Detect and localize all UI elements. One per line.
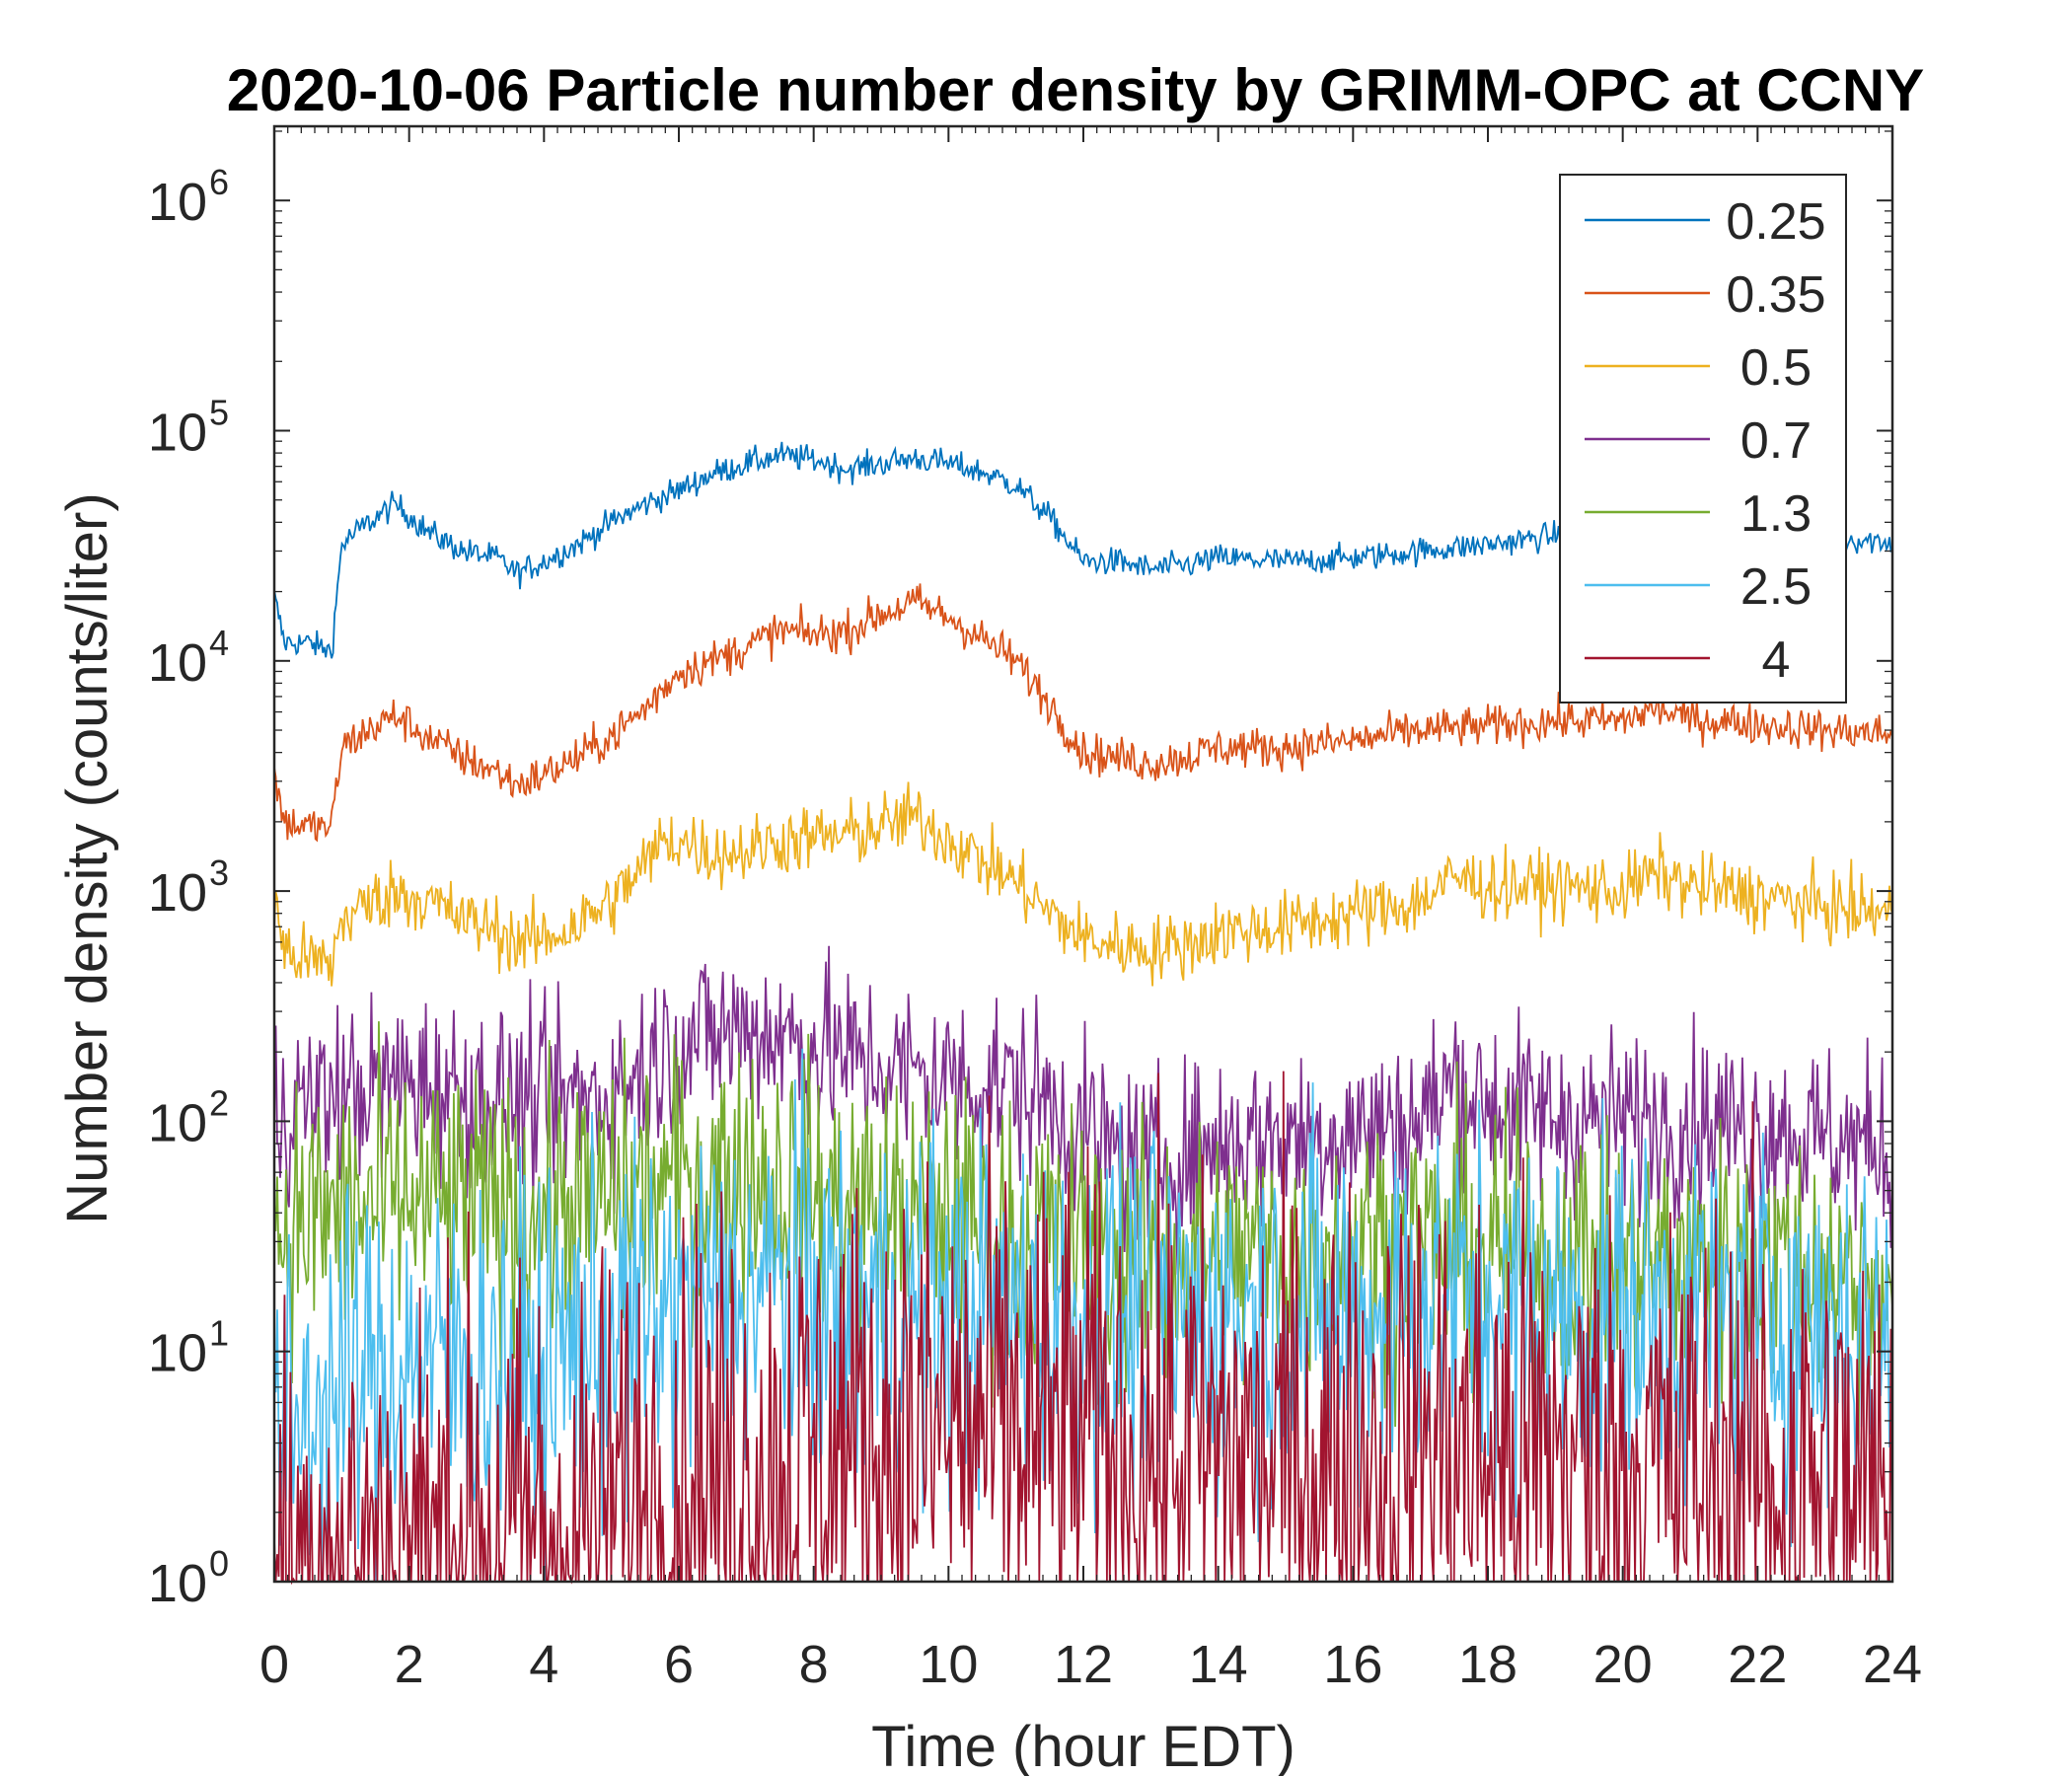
- y-tick-base: 10: [148, 863, 207, 923]
- y-tick-base: 10: [148, 1554, 207, 1613]
- y-tick-exponent: 0: [209, 1543, 229, 1584]
- y-tick-exponent: 4: [209, 623, 229, 663]
- series-line-4: [273, 1071, 1893, 1586]
- x-tick-label: 18: [1458, 1635, 1517, 1694]
- series-line-0-7: [273, 945, 1893, 1275]
- legend-item: 4: [1585, 631, 1790, 689]
- x-tick-label: 8: [799, 1635, 829, 1694]
- x-tick-labels: 0 2 4 6 8 10 12 14 16 18 20 22 24: [259, 1635, 1922, 1694]
- legend-label: 1.3: [1740, 485, 1812, 543]
- legend-label: 2.5: [1740, 558, 1812, 616]
- series-line-0-35: [273, 583, 1893, 843]
- legend-item: 1.3: [1585, 485, 1812, 543]
- y-tick-exponent: 3: [209, 852, 229, 893]
- x-tick-label: 4: [529, 1635, 558, 1694]
- chart-title: 2020-10-06 Particle number density by GR…: [227, 57, 1925, 123]
- series-line-2-5: [273, 1048, 1893, 1583]
- legend-label: 0.7: [1740, 412, 1812, 470]
- y-tick-exponent: 5: [209, 393, 229, 433]
- y-tick-label: 10 4: [148, 623, 229, 693]
- legend-label: 4: [1762, 631, 1791, 689]
- series-layer: [273, 441, 1893, 1586]
- y-tick-label: 10 5: [148, 393, 229, 463]
- x-tick-label: 24: [1863, 1635, 1922, 1694]
- y-tick-label: 10 0: [148, 1543, 229, 1613]
- legend-item: 0.5: [1585, 339, 1812, 397]
- x-tick-label: 22: [1728, 1635, 1787, 1694]
- series-line-0-5: [273, 781, 1893, 987]
- y-tick-base: 10: [148, 633, 207, 693]
- plot-frame: [272, 124, 1894, 1584]
- legend-label: 0.5: [1740, 339, 1812, 397]
- y-axis-label: Number density (counts/liter): [55, 492, 119, 1223]
- y-tick-exponent: 1: [209, 1313, 229, 1354]
- x-tick-label: 14: [1189, 1635, 1248, 1694]
- x-tick-label: 12: [1054, 1635, 1113, 1694]
- y-tick-base: 10: [148, 1093, 207, 1152]
- x-tick-label: 16: [1323, 1635, 1382, 1694]
- y-tick-label: 10 2: [148, 1082, 229, 1152]
- x-tick-label: 20: [1593, 1635, 1653, 1694]
- legend-item: 0.25: [1585, 193, 1826, 251]
- legend: 0.25 0.35 0.5 0.7 1.3 2.5 4: [1559, 174, 1847, 703]
- y-tick-label: 10 6: [148, 162, 229, 232]
- x-axis-label: Time (hour EDT): [871, 1715, 1295, 1776]
- legend-label: 0.25: [1726, 193, 1825, 251]
- x-tick-label: 10: [919, 1635, 978, 1694]
- x-tick-label: 2: [395, 1635, 424, 1694]
- y-tick-base: 10: [148, 173, 207, 232]
- legend-item: 0.7: [1585, 412, 1812, 470]
- legend-item: 0.35: [1585, 266, 1826, 324]
- y-tick-label: 10 3: [148, 852, 229, 923]
- y-tick-exponent: 6: [209, 162, 229, 202]
- x-tick-label: 6: [664, 1635, 694, 1694]
- x-tick-label: 0: [259, 1635, 289, 1694]
- legend-item: 2.5: [1585, 558, 1812, 616]
- y-tick-base: 10: [148, 404, 207, 463]
- y-tick-label: 10 1: [148, 1313, 229, 1383]
- y-tick-base: 10: [148, 1324, 207, 1383]
- y-tick-exponent: 2: [209, 1082, 229, 1123]
- legend-label: 0.35: [1726, 266, 1825, 324]
